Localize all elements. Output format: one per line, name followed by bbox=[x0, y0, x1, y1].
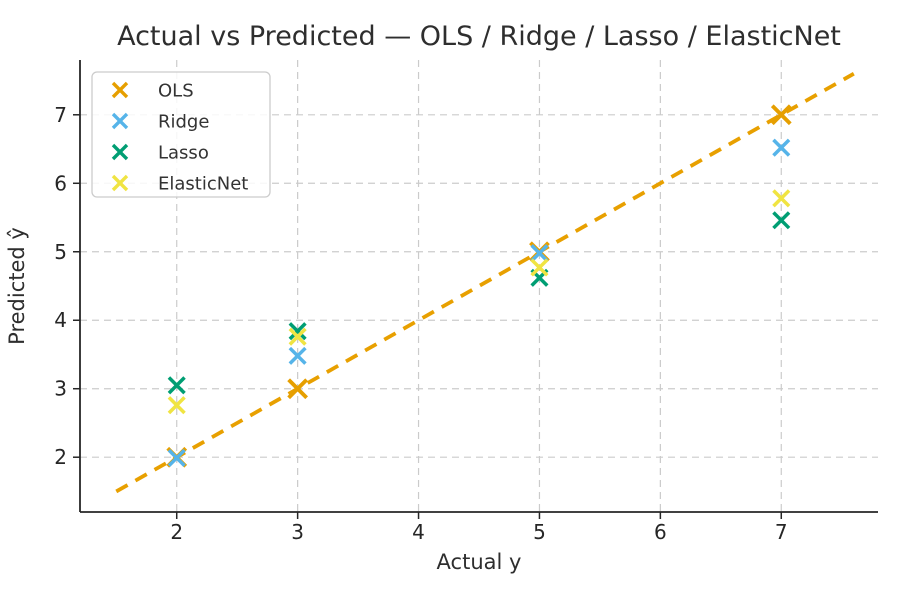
y-tick-label: 6 bbox=[54, 171, 67, 195]
y-axis-label: Predicted ŷ bbox=[5, 227, 29, 345]
legend: OLS Ridge Lasso ElasticNet bbox=[91, 71, 271, 198]
x-tick-label: 3 bbox=[291, 520, 304, 544]
legend-label: Ridge bbox=[158, 112, 209, 133]
y-tick-label: 7 bbox=[54, 103, 67, 127]
marker-lasso bbox=[288, 322, 307, 341]
series-elasticnet bbox=[167, 189, 791, 415]
x-tick-label: 4 bbox=[412, 520, 425, 544]
legend-item-lasso: Lasso bbox=[111, 143, 209, 164]
legend-item-elasticnet: ElasticNet bbox=[111, 174, 248, 195]
marker-ridge bbox=[530, 244, 549, 263]
y-tick-label: 4 bbox=[54, 308, 67, 332]
marker-lasso bbox=[772, 211, 791, 230]
y-tick-label: 3 bbox=[54, 377, 67, 401]
marker-ols bbox=[770, 104, 792, 126]
marker-elasticnet bbox=[530, 258, 549, 277]
y-tick-label: 2 bbox=[54, 445, 67, 469]
axes bbox=[73, 60, 878, 519]
series-ridge bbox=[167, 138, 791, 467]
legend-marker-lasso bbox=[111, 143, 129, 161]
x-tick-label: 2 bbox=[170, 520, 183, 544]
legend-box bbox=[91, 71, 271, 198]
x-axis-label: Actual y bbox=[437, 550, 522, 574]
x-tick-label: 5 bbox=[533, 520, 546, 544]
y-tick-label: 5 bbox=[54, 240, 67, 264]
legend-marker-ols bbox=[111, 81, 129, 99]
marker-ridge bbox=[167, 448, 186, 467]
chart-title: Actual vs Predicted — OLS / Ridge / Lass… bbox=[117, 21, 841, 52]
x-tick-label: 6 bbox=[654, 520, 667, 544]
x-tick-label: 7 bbox=[775, 520, 788, 544]
marker-lasso bbox=[167, 376, 186, 395]
legend-marker-elasticnet bbox=[111, 174, 129, 192]
legend-item-ols: OLS bbox=[111, 81, 194, 102]
data-markers bbox=[166, 104, 792, 468]
legend-item-ridge: Ridge bbox=[111, 112, 209, 133]
marker-elasticnet bbox=[288, 327, 307, 346]
gridlines bbox=[80, 60, 878, 512]
marker-ridge bbox=[772, 138, 791, 157]
identity-line-layer bbox=[115, 72, 855, 494]
tick-labels: 2 3 4 5 6 7 2 3 4 5 6 7 bbox=[54, 103, 787, 544]
marker-ridge bbox=[288, 346, 307, 365]
marker-ols bbox=[287, 378, 309, 400]
marker-elasticnet bbox=[772, 189, 791, 208]
marker-elasticnet bbox=[167, 396, 186, 415]
series-lasso bbox=[167, 211, 791, 395]
legend-label: OLS bbox=[158, 81, 194, 102]
identity-line bbox=[115, 72, 855, 494]
legend-marker-ridge bbox=[111, 112, 129, 130]
legend-label: Lasso bbox=[158, 143, 209, 164]
legend-label: ElasticNet bbox=[158, 174, 248, 195]
